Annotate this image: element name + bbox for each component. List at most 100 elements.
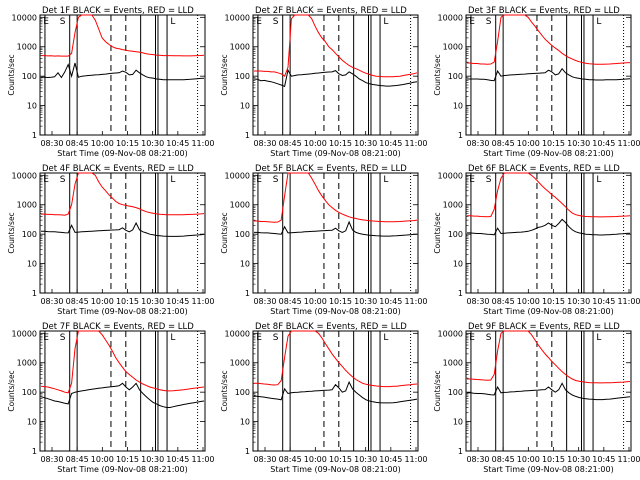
y-tick-label: 1	[32, 447, 37, 456]
lld-series-line	[254, 172, 418, 223]
x-tick-label: 10:00	[304, 139, 327, 148]
x-tick-label: 10:00	[517, 455, 540, 464]
y-tick-label: 100	[448, 72, 463, 81]
y-tick-label: 100	[448, 230, 463, 239]
marker-letter-s: S	[273, 333, 279, 343]
x-tick-label: 10:00	[517, 297, 540, 306]
y-tick-label: 1000	[230, 43, 250, 52]
x-tick-label: 10:00	[91, 139, 114, 148]
x-tick-label: 08:45	[492, 297, 515, 306]
panel-det-4: Det 4F BLACK = Events, RED = LLD 1 10 100 10…	[7, 164, 215, 316]
x-tick-label: 10:15	[329, 297, 352, 306]
lld-series-line	[467, 14, 631, 65]
y-tick-label: 10	[453, 418, 463, 427]
x-tick-label: 11:00	[191, 455, 214, 464]
marker-letter-end: L	[170, 17, 175, 27]
plot-frame	[252, 14, 419, 136]
y-tick-label: 1000	[443, 201, 463, 210]
panel-det-6: Det 6F BLACK = Events, RED = LLD 1 10 100 10…	[433, 164, 640, 316]
y-tick-label: 10000	[12, 13, 37, 22]
lld-series-line	[254, 330, 418, 388]
panel-title: Det 9F BLACK = Events, RED = LLD	[468, 322, 620, 332]
panel-title: Det 1F BLACK = Events, RED = LLD	[42, 6, 194, 16]
panel-title: Det 3F BLACK = Events, RED = LLD	[468, 6, 620, 16]
marker-letter-end: L	[596, 175, 601, 185]
panel-title: Det 5F BLACK = Events, RED = LLD	[255, 164, 407, 174]
x-tick-label: 10:30	[141, 139, 164, 148]
y-tick-label: 10	[453, 102, 463, 111]
panel-det-8: Det 8F BLACK = Events, RED = LLD 1 10 100 10…	[220, 322, 428, 474]
marker-letter-e: E	[43, 333, 49, 343]
x-tick-label: 10:45	[166, 139, 189, 148]
x-axis-label: Start Time (09-Nov-08 08:21:00)	[270, 307, 400, 316]
events-series-line	[467, 218, 631, 236]
x-axis-label: Start Time (09-Nov-08 08:21:00)	[57, 149, 187, 158]
marker-letter-e: E	[43, 17, 49, 27]
events-series-line	[253, 380, 418, 404]
marker-letter-end: L	[383, 175, 388, 185]
y-axis-label: Counts/sec	[7, 54, 16, 95]
x-tick-label: 08:30	[253, 297, 276, 306]
y-tick-label: 1	[458, 447, 463, 456]
x-tick-label: 08:45	[66, 297, 89, 306]
x-tick-label: 10:30	[354, 455, 377, 464]
plot-frame	[465, 330, 632, 452]
x-tick-label: 10:45	[379, 297, 402, 306]
y-tick-label: 10	[240, 260, 250, 269]
x-tick-label: 11:00	[404, 139, 427, 148]
lld-series-line	[41, 14, 205, 57]
y-tick-label: 100	[235, 72, 250, 81]
y-tick-label: 1	[245, 447, 250, 456]
x-tick-label: 08:45	[279, 455, 302, 464]
x-tick-label: 10:30	[141, 297, 164, 306]
x-tick-label: 10:15	[542, 139, 565, 148]
y-tick-label: 1000	[443, 359, 463, 368]
x-tick-label: 08:30	[40, 455, 63, 464]
y-tick-label: 10000	[225, 13, 250, 22]
x-tick-label: 11:00	[404, 297, 427, 306]
x-axis-label: Start Time (09-Nov-08 08:21:00)	[57, 465, 187, 474]
marker-letter-s: S	[273, 17, 279, 27]
y-tick-label: 1000	[17, 201, 37, 210]
lld-series-line	[467, 172, 631, 218]
panel-det-1: Det 1F BLACK = Events, RED = LLD 1 10 100 10…	[7, 6, 215, 158]
y-tick-label: 100	[22, 72, 37, 81]
x-tick-label: 10:30	[354, 297, 377, 306]
panel-det-5: Det 5F BLACK = Events, RED = LLD 1 10 100 10…	[220, 164, 428, 316]
y-tick-label: 100	[235, 388, 250, 397]
x-axis-label: Start Time (09-Nov-08 08:21:00)	[270, 465, 400, 474]
x-tick-label: 11:00	[191, 297, 214, 306]
plot-frame	[465, 172, 632, 294]
x-tick-label: 10:00	[304, 455, 327, 464]
x-tick-label: 11:00	[617, 139, 640, 148]
x-tick-label: 10:45	[166, 455, 189, 464]
marker-letter-e: E	[469, 175, 475, 185]
x-tick-label: 10:15	[542, 297, 565, 306]
lld-series-line	[467, 330, 631, 384]
panel-det-2: Det 2F BLACK = Events, RED = LLD 1 10 100 10…	[220, 6, 428, 158]
y-tick-label: 10	[27, 102, 37, 111]
y-tick-label: 100	[22, 388, 37, 397]
x-tick-label: 10:30	[354, 139, 377, 148]
x-tick-label: 11:00	[617, 297, 640, 306]
plot-frame	[39, 330, 206, 452]
marker-letter-end: L	[596, 17, 601, 27]
events-series-line	[254, 220, 418, 237]
y-axis-label: Counts/sec	[433, 370, 442, 411]
events-series-line	[467, 382, 631, 401]
x-tick-label: 08:45	[492, 455, 515, 464]
x-tick-label: 10:45	[592, 297, 615, 306]
x-tick-label: 08:30	[40, 139, 63, 148]
x-tick-label: 08:30	[466, 297, 489, 306]
panel-title: Det 2F BLACK = Events, RED = LLD	[255, 6, 407, 16]
x-tick-label: 08:30	[40, 297, 63, 306]
marker-letter-end: L	[170, 333, 175, 343]
marker-letter-s: S	[60, 17, 66, 27]
marker-letter-s: S	[486, 333, 492, 343]
x-tick-label: 10:30	[141, 455, 164, 464]
marker-letter-end: L	[383, 17, 388, 27]
marker-letter-s: S	[60, 175, 66, 185]
x-tick-label: 08:45	[279, 297, 302, 306]
x-tick-label: 10:00	[91, 297, 114, 306]
